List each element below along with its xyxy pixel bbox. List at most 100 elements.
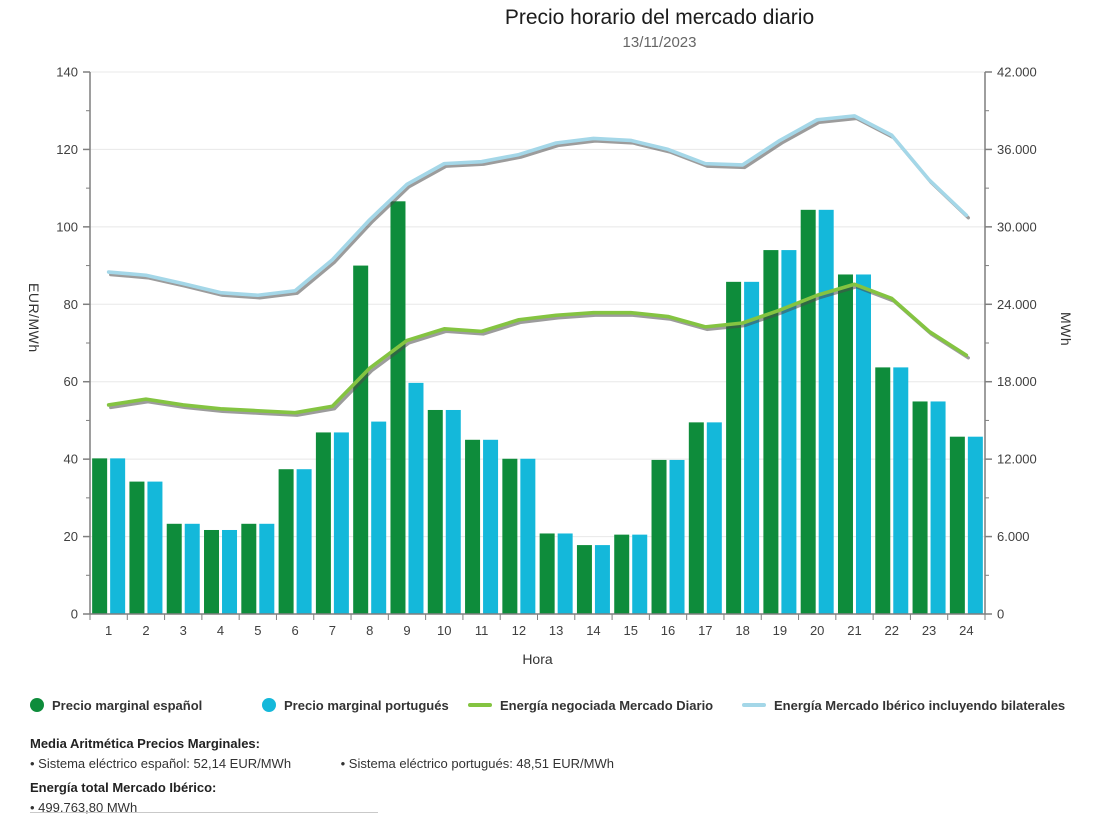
legend-item-energia-negociada: Energía negociada Mercado Diario <box>468 694 713 716</box>
gridlines <box>90 71 985 538</box>
svg-text:11: 11 <box>475 623 489 638</box>
svg-text:6.000: 6.000 <box>997 529 1030 544</box>
bar-es <box>92 458 108 614</box>
svg-text:4: 4 <box>217 623 224 638</box>
bar-pt <box>893 367 909 614</box>
lightblue-line-icon <box>742 703 766 707</box>
bar-es <box>837 274 853 614</box>
bar-es <box>278 469 294 614</box>
legend-label: Precio marginal portugués <box>284 697 449 713</box>
bar-pt <box>520 458 536 614</box>
bar-pt <box>110 458 126 614</box>
legend-item-energia-iberico: Energía Mercado Ibérico incluyendo bilat… <box>742 694 1065 716</box>
line-right-series <box>106 282 970 417</box>
avg-prices-row: • Sistema eléctrico español: 52,14 EUR/M… <box>30 756 1090 771</box>
bar-pt <box>184 523 200 614</box>
bar-pt <box>408 382 424 614</box>
bars <box>92 201 983 615</box>
bar-pt <box>222 529 238 614</box>
svg-text:20: 20 <box>64 529 78 544</box>
svg-text:1: 1 <box>105 623 112 638</box>
bar-es <box>465 439 481 614</box>
page-title: Precio horario del mercado diario <box>504 6 815 29</box>
svg-text:5: 5 <box>254 623 261 638</box>
bar-pt <box>594 545 610 614</box>
bar-es <box>166 523 182 614</box>
svg-text:14: 14 <box>586 623 600 638</box>
bar-pt <box>259 523 275 614</box>
bar-es <box>912 401 928 614</box>
right-axis-title: MWh <box>1058 312 1074 347</box>
divider <box>30 812 378 813</box>
svg-text:40: 40 <box>64 452 78 467</box>
svg-text:80: 80 <box>64 297 78 312</box>
bar-es <box>539 533 555 614</box>
bar-es <box>315 432 331 614</box>
svg-text:20: 20 <box>810 623 824 638</box>
svg-text:12.000: 12.000 <box>997 452 1037 467</box>
svg-text:9: 9 <box>403 623 410 638</box>
avg-prices-header: Media Aritmética Precios Marginales: <box>30 736 260 751</box>
svg-text:30.000: 30.000 <box>997 219 1037 234</box>
svg-text:42.000: 42.000 <box>997 65 1037 80</box>
svg-text:22: 22 <box>885 623 899 638</box>
svg-text:16: 16 <box>661 623 675 638</box>
svg-text:100: 100 <box>56 219 78 234</box>
bar-es <box>390 201 406 614</box>
line-right-series <box>106 114 970 300</box>
green-line-icon <box>468 703 492 707</box>
svg-text:21: 21 <box>847 623 861 638</box>
svg-text:36.000: 36.000 <box>997 142 1037 157</box>
svg-text:60: 60 <box>64 374 78 389</box>
bar-pt <box>371 421 387 614</box>
legend-label: Energía Mercado Ibérico incluyendo bilat… <box>774 697 1066 713</box>
bar-pt <box>967 436 983 614</box>
svg-text:7: 7 <box>329 623 336 638</box>
bar-pt <box>557 533 573 614</box>
total-energy-header: Energía total Mercado Ibérico: <box>30 780 217 795</box>
bar-es <box>427 409 443 614</box>
cyan-dot-icon <box>262 698 276 712</box>
avg-price-es: • Sistema eléctrico español: 52,14 EUR/M… <box>30 756 292 771</box>
left-axis-title: EUR/MWh <box>26 283 42 353</box>
bar-pt <box>296 469 312 614</box>
bar-pt <box>706 422 722 614</box>
svg-text:12: 12 <box>512 623 526 638</box>
bar-pt <box>483 439 499 614</box>
bar-es <box>129 481 145 614</box>
bar-pt <box>930 401 946 614</box>
bar-pt <box>147 481 163 614</box>
legend-item-precio-portugues: Precio marginal portugués <box>262 694 449 716</box>
bar-es <box>651 459 667 614</box>
bar-pt <box>333 432 349 614</box>
svg-text:17: 17 <box>698 623 712 638</box>
svg-text:3: 3 <box>180 623 187 638</box>
legend-label: Energía negociada Mercado Diario <box>500 697 714 713</box>
svg-text:8: 8 <box>366 623 373 638</box>
bar-pt <box>632 534 648 614</box>
legend-item-precio-espanol: Precio marginal español <box>30 694 202 716</box>
bar-pt <box>781 250 797 615</box>
bar-es <box>875 367 891 614</box>
bar-es <box>949 436 965 614</box>
summary-block: Media Aritmética Precios Marginales: • S… <box>30 736 1090 815</box>
svg-text:23: 23 <box>922 623 936 638</box>
svg-text:15: 15 <box>623 623 637 638</box>
green-dot-icon <box>30 698 44 712</box>
svg-text:24: 24 <box>959 623 973 638</box>
bar-es <box>726 281 742 614</box>
bar-es <box>763 250 779 615</box>
bar-pt <box>818 209 834 614</box>
svg-text:140: 140 <box>56 65 78 80</box>
combo-chart-plot: 02040608010012014006.00012.00018.00024.0… <box>56 65 1037 639</box>
svg-text:24.000: 24.000 <box>997 297 1037 312</box>
bar-pt <box>744 281 760 614</box>
bar-pt <box>855 274 871 614</box>
svg-text:19: 19 <box>773 623 787 638</box>
svg-text:0: 0 <box>71 607 78 622</box>
svg-text:10: 10 <box>437 623 451 638</box>
legend-label: Precio marginal español <box>52 697 203 713</box>
bar-es <box>800 209 816 614</box>
svg-text:120: 120 <box>56 142 78 157</box>
